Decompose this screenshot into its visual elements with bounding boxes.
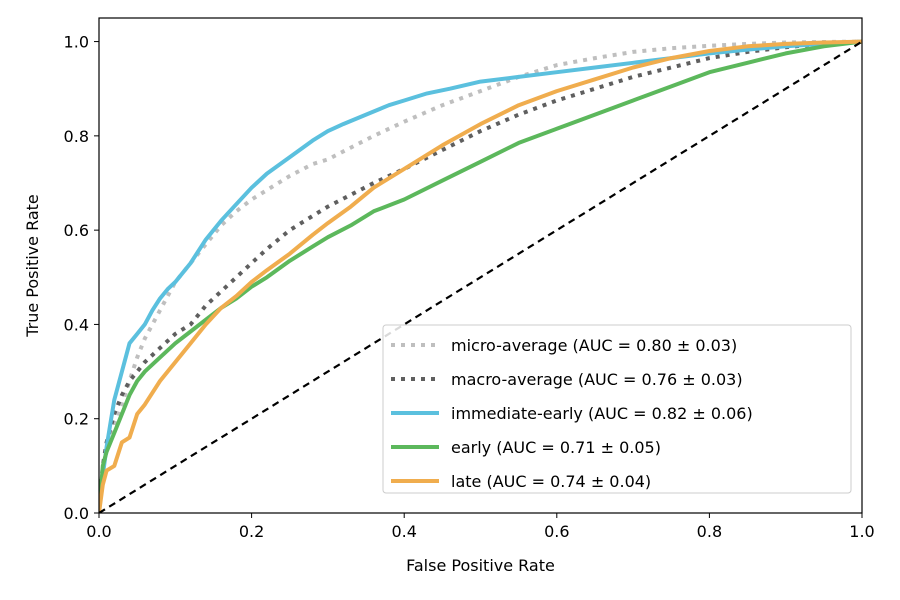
legend-label: late (AUC = 0.74 ± 0.04) [451,472,651,491]
y-tick-label: 0.4 [64,315,89,334]
x-tick-label: 0.2 [239,522,264,541]
plot-frame [98,17,863,514]
series-line-4 [99,39,862,513]
y-axis-ticks: 0.0 0.2 0.4 0.6 0.8 1.0 [64,33,99,523]
y-tick-label: 0.8 [64,127,89,146]
x-tick-label: 0.4 [391,522,416,541]
plot-lines [99,39,862,513]
y-tick-label: 1.0 [64,33,89,52]
legend-label: immediate-early (AUC = 0.82 ± 0.06) [451,404,753,423]
x-tick-label: 1.0 [849,522,874,541]
legend-label: micro-average (AUC = 0.80 ± 0.03) [451,336,737,355]
chance-diagonal-line [99,40,862,513]
y-tick-label: 0.6 [64,221,89,240]
series-line-2 [99,39,862,513]
y-tick-label: 0.0 [64,504,89,523]
x-tick-label: 0.6 [544,522,569,541]
x-axis-ticks: 0.0 0.2 0.4 0.6 0.8 1.0 [86,513,875,541]
series-line-1 [99,39,862,513]
y-axis-label: True Positive Rate [23,194,42,338]
y-tick-label: 0.2 [64,410,89,429]
legend-label: macro-average (AUC = 0.76 ± 0.03) [451,370,743,389]
x-axis-label: False Positive Rate [406,556,555,575]
legend-label: early (AUC = 0.71 ± 0.05) [451,438,661,457]
legend-box [382,324,852,494]
x-tick-label: 0.8 [697,522,722,541]
x-tick-label: 0.0 [86,522,111,541]
legend: micro-average (AUC = 0.80 ± 0.03) macro-a… [382,324,852,494]
series-line-3 [99,39,862,513]
